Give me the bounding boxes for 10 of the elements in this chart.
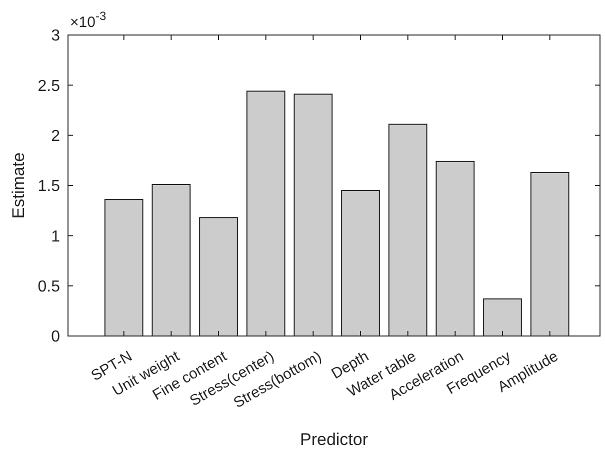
y-tick-label: 3: [51, 28, 60, 45]
y-tick-label: 0: [51, 328, 60, 346]
y-tick-label: 2: [51, 128, 60, 145]
y-tick-label: 1: [51, 228, 60, 246]
y-axis-title: Estimate: [9, 152, 28, 219]
y-tick-label: 0.5: [38, 278, 60, 296]
y-tick-label: 1.5: [38, 178, 60, 196]
x-axis-title: Predictor: [300, 430, 368, 449]
text: ×10$^{-3}$: [70, 9, 106, 31]
y-tick-label: 2.5: [38, 78, 60, 95]
